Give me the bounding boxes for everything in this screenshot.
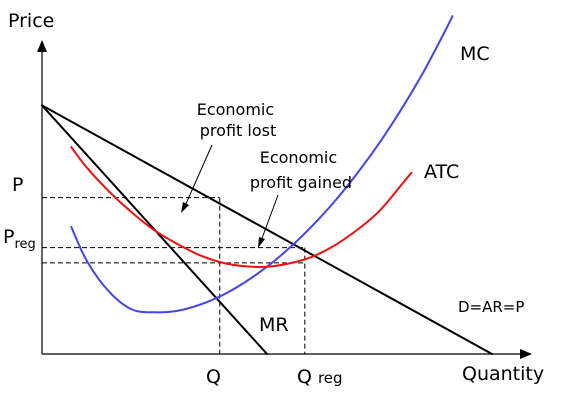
quantity-label-q: Q (206, 366, 221, 388)
annotation-profit-lost-line1: Economic (197, 100, 274, 119)
demand-curve (41, 104, 493, 355)
reference-guides (42, 197, 306, 354)
price-label-p: P (12, 174, 23, 196)
price-label-preg: Preg (3, 226, 36, 252)
price-label-preg-subscript: reg (14, 237, 35, 252)
atc-curve (70, 146, 413, 268)
x-axis-arrow (520, 349, 532, 359)
quantity-label-qreg-subscript: reg (318, 369, 343, 387)
annotation-profit-gained: Economic profit gained (250, 148, 352, 192)
annotation-profit-lost: Economic profit lost (197, 100, 280, 140)
annotation-profit-gained-line2: profit gained (250, 173, 352, 192)
annotation-profit-lost-line2: profit lost (200, 121, 276, 140)
demand-curve-label: D=AR=P (458, 298, 524, 316)
annotation-profit-lost-pointer (184, 144, 213, 207)
x-axis-title: Quantity (462, 363, 544, 385)
annotation-profit-lost-arrowhead (181, 202, 189, 213)
annotation-profit-gained-arrowhead (258, 237, 265, 248)
price-label-preg-main: P (3, 226, 14, 248)
curves (41, 15, 493, 355)
mr-curve-label: MR (259, 314, 289, 336)
annotation-profit-gained-pointer (260, 194, 279, 242)
atc-curve-label: ATC (424, 161, 459, 183)
quantity-label-qreg-main: Q (297, 366, 312, 388)
y-axis-arrow (37, 40, 47, 52)
mc-curve-label: MC (460, 43, 490, 65)
axes (37, 40, 532, 359)
annotation-profit-gained-line1: Economic (260, 148, 337, 167)
y-axis-title: Price (8, 10, 54, 32)
